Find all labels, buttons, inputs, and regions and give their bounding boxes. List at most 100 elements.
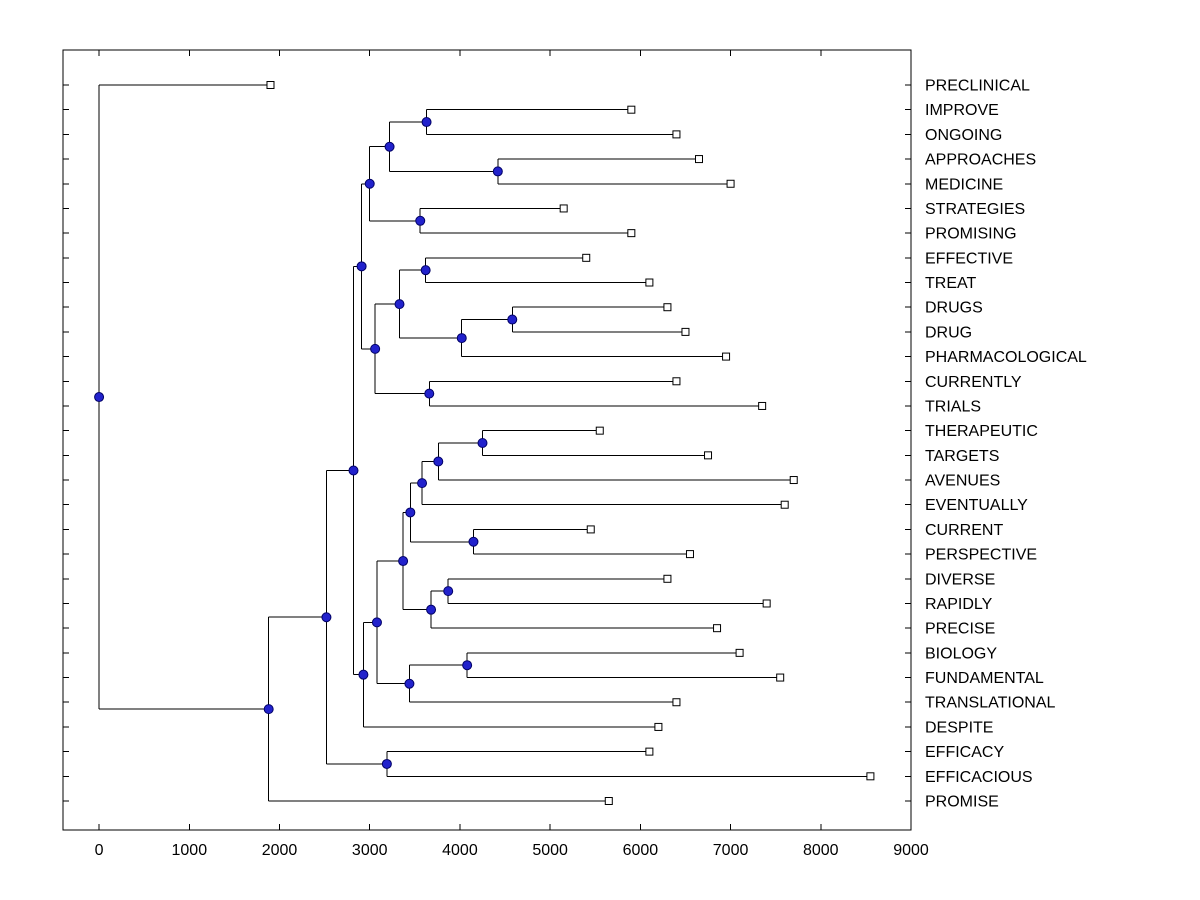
leaf-label: BIOLOGY (925, 645, 997, 662)
x-tick-label: 0 (95, 842, 104, 859)
leaf-marker (654, 722, 663, 731)
merge-node-marker (420, 265, 431, 276)
leaf-marker (672, 130, 681, 139)
leaf-marker (704, 451, 713, 460)
leaf-marker (645, 278, 654, 287)
leaf-marker (713, 624, 722, 633)
leaf-label: PERSPECTIVE (925, 547, 1037, 564)
merge-node-marker (433, 456, 444, 467)
merge-node-marker (364, 178, 375, 189)
leaf-label: APPROACHES (925, 152, 1036, 169)
merge-node-marker (348, 465, 359, 476)
leaf-marker (672, 698, 681, 707)
merge-node-marker (421, 117, 432, 128)
leaf-marker (266, 81, 275, 89)
leaf-marker (789, 476, 798, 485)
leaf-label: TRANSLATIONAL (925, 695, 1056, 712)
leaf-label: AVENUES (925, 473, 1000, 490)
leaf-label: DESPITE (925, 719, 993, 736)
leaf-marker (681, 327, 690, 336)
leaf-label: PROMISING (925, 226, 1017, 243)
x-tick-label: 2000 (262, 842, 298, 859)
leaf-label: EFFICACIOUS (925, 769, 1033, 786)
merge-node-marker (426, 604, 437, 615)
leaf-marker (776, 673, 785, 682)
merge-node-marker (263, 704, 274, 715)
leaf-marker (586, 525, 595, 534)
x-tick-label: 7000 (713, 842, 749, 859)
leaf-marker (722, 352, 731, 361)
merge-node-marker (384, 141, 395, 152)
merge-node-marker (371, 617, 382, 628)
merge-node-marker (381, 758, 392, 769)
merge-node-marker (398, 556, 409, 567)
plot-border (62, 49, 912, 831)
leaf-marker (627, 105, 636, 114)
leaf-label: STRATEGIES (925, 201, 1025, 218)
leaf-marker (663, 303, 672, 312)
x-tick-label: 8000 (803, 842, 839, 859)
merge-node-marker (370, 343, 381, 354)
leaf-label: PHARMACOLOGICAL (925, 349, 1087, 366)
merge-node-marker (358, 669, 369, 680)
leaf-marker (726, 179, 735, 188)
leaf-label: DIVERSE (925, 571, 995, 588)
leaf-label: FUNDAMENTAL (925, 670, 1044, 687)
merge-node-marker (394, 299, 405, 310)
leaf-label: RAPIDLY (925, 596, 993, 613)
merge-node-marker (477, 438, 488, 448)
leaf-label: EFFICACY (925, 744, 1004, 761)
leaf-label: TREAT (925, 275, 976, 292)
leaf-marker (663, 574, 672, 583)
leaf-label: CURRENTLY (925, 374, 1022, 391)
leaf-marker (685, 550, 694, 559)
leaf-marker (762, 599, 771, 608)
x-tick-label: 6000 (623, 842, 659, 859)
leaf-label: THERAPEUTIC (925, 423, 1038, 440)
leaf-marker (595, 426, 604, 435)
merge-node-marker (424, 388, 435, 399)
leaf-label: PRECLINICAL (925, 78, 1030, 95)
leaf-marker (735, 648, 744, 657)
leaf-label: TARGETS (925, 448, 999, 465)
x-tick-label: 3000 (352, 842, 388, 859)
leaf-marker (559, 204, 568, 213)
merge-node-marker (415, 215, 426, 226)
leaf-marker (645, 747, 654, 756)
leaf-marker (780, 500, 789, 509)
leaf-label: MEDICINE (925, 176, 1003, 193)
merge-node-marker (492, 166, 503, 177)
merge-node-marker (417, 478, 428, 489)
x-tick-label: 9000 (893, 842, 929, 859)
x-tick-label: 4000 (442, 842, 478, 859)
merge-node-marker (356, 261, 367, 272)
merge-node-marker (443, 586, 454, 597)
leaf-label: TRIALS (925, 398, 981, 415)
leaf-marker (582, 253, 591, 262)
leaf-label: PRECISE (925, 621, 995, 638)
leaf-marker (604, 797, 613, 805)
leaf-label: DRUGS (925, 300, 983, 317)
leaf-marker (758, 401, 767, 410)
merge-node-marker (468, 536, 479, 547)
leaf-label: DRUG (925, 324, 972, 341)
leaf-marker (866, 772, 875, 781)
merge-node-marker (404, 678, 415, 689)
merge-node-marker (321, 612, 332, 623)
leaf-label: EVENTUALLY (925, 497, 1028, 514)
merge-node-marker (405, 507, 416, 518)
merge-node-marker (462, 660, 473, 671)
merge-node-marker (507, 314, 518, 325)
merge-node-marker (456, 333, 467, 344)
leaf-marker (627, 229, 636, 238)
merge-node-marker (94, 392, 105, 403)
leaf-label: EFFECTIVE (925, 250, 1013, 267)
leaf-label: ONGOING (925, 127, 1002, 144)
leaf-label: PROMISE (925, 794, 999, 811)
leaf-marker (695, 155, 703, 164)
x-tick-label: 5000 (532, 842, 568, 859)
leaf-label: IMPROVE (925, 102, 999, 119)
leaf-label: CURRENT (925, 522, 1003, 539)
